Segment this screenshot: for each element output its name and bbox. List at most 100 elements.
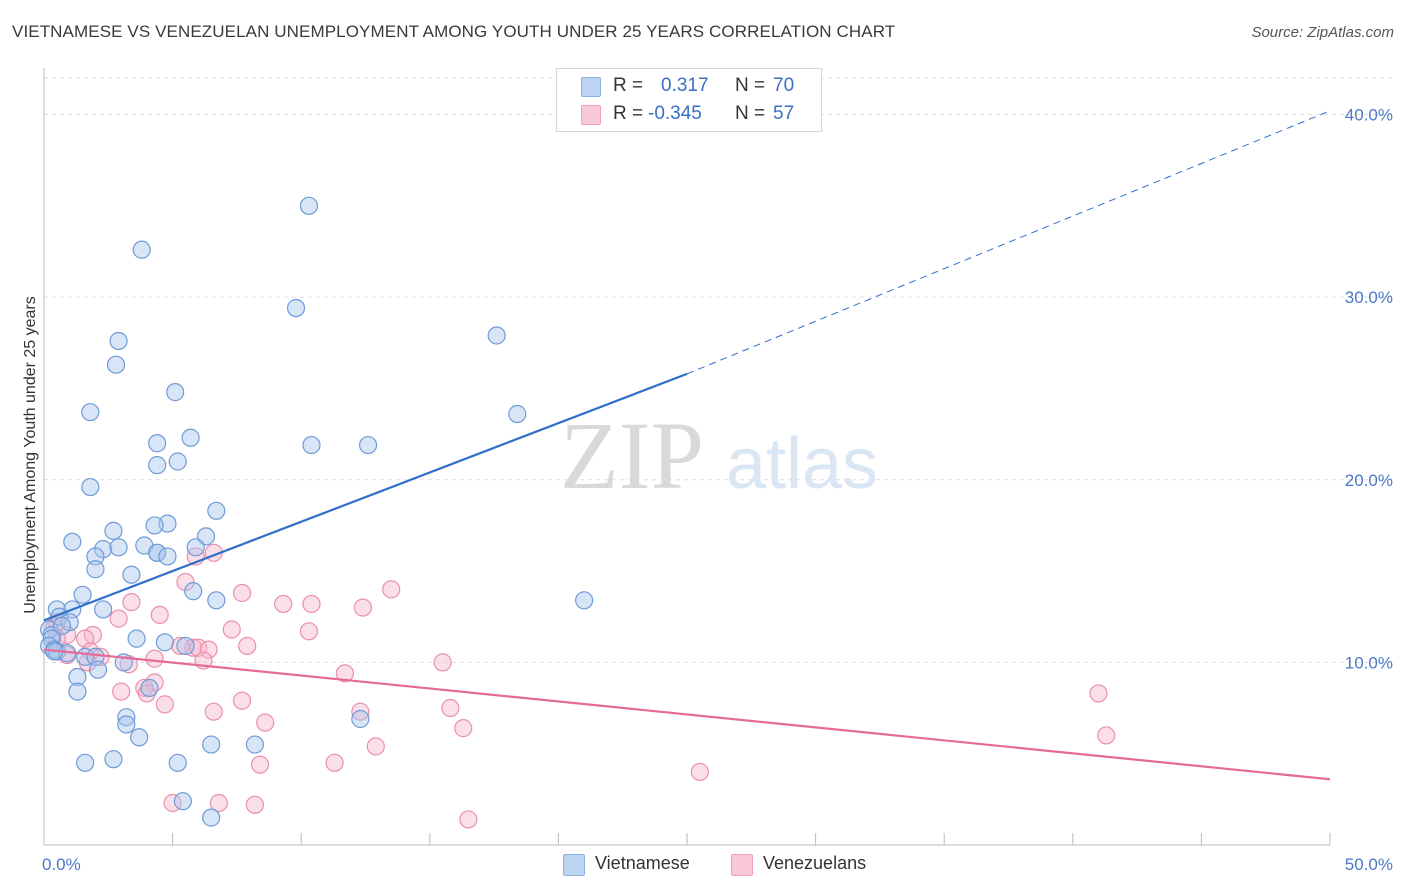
venezuelans-point [325,753,344,772]
venezuelans-point [171,636,190,656]
venezuelans-point [353,598,373,617]
venezuelans-trend-line [43,648,1331,781]
vietnamese-point [299,196,319,215]
vietnamese-point [207,591,226,610]
venezuelans-point [155,695,174,714]
legend-r-label: R = [613,75,644,96]
vietnamese-point [127,629,146,648]
vietnamese-point [181,428,200,447]
vietnamese-point [186,538,205,557]
vietnamese-point [184,582,203,601]
vietnamese-point [68,682,87,701]
venezuelans-point [299,622,319,641]
vietnamese-point [109,331,128,351]
vietnamese-point [109,538,128,557]
tick-labels: 10.0% 20.0% 30.0% 40.0% 0.0% 50.0% [42,106,1393,874]
vietnamese-point [130,728,149,747]
venezuelans-point [1097,726,1116,745]
y-tick-label: 10.0% [1345,653,1393,672]
vietnamese-point [86,560,105,579]
grid-lines [44,77,1392,663]
vietnamese-point [245,735,265,754]
venezuelans-point [1089,684,1108,703]
vietnamese-point [487,326,506,345]
legend-label-venezuelans: Venezuelans [763,853,867,873]
venezuelans-point [232,583,252,603]
axes [43,68,1331,846]
venezuelans-point [256,713,275,732]
vietnamese-points [40,196,594,827]
venezuelans-points [45,543,1116,829]
watermark-zip: ZIP [560,402,704,509]
venezuelans-point [199,640,218,659]
legend-n-label: N = [735,103,766,124]
vietnamese-trend-line [43,372,688,622]
vietnamese-point [286,299,306,318]
legend-swatch-venezuelans [731,854,753,876]
venezuelans-point [209,793,228,813]
legend-n-value: 70 [773,75,795,96]
venezuelans-point [433,653,452,672]
vietnamese-point [148,434,167,453]
venezuelans-point [176,572,195,592]
vietnamese-point [158,547,177,566]
vietnamese-point [86,547,105,566]
vietnamese-point [168,753,187,772]
vietnamese-point [358,435,378,455]
vietnamese-point [145,516,164,535]
legend-swatch-venezuelans [581,105,601,125]
venezuelans-point [204,702,223,721]
legend-r-value: -0.345 [648,103,702,124]
vietnamese-point [207,501,226,520]
vietnamese-point [104,750,123,769]
venezuelans-point [245,795,265,814]
venezuelans-point [382,580,401,599]
vietnamese-point [122,565,141,584]
venezuelans-point [454,719,473,738]
x-tick-label: 50.0% [1345,855,1393,874]
vietnamese-trend-extension [686,110,1331,375]
vietnamese-point [88,660,108,679]
vietnamese-point [68,667,87,687]
vietnamese-point [173,792,192,811]
venezuelans-point [250,755,270,774]
venezuelans-point [112,682,131,701]
vietnamese-point [104,521,123,540]
vietnamese-point [155,633,174,652]
vietnamese-point [76,753,95,772]
venezuelans-point [150,605,169,625]
vietnamese-point [140,678,159,698]
venezuelans-point [122,593,141,612]
legend-r-label: R = [613,103,644,124]
vietnamese-point [81,403,100,422]
venezuelans-point [238,636,257,656]
vietnamese-point [117,708,136,727]
legend-row-venezuelans: R = -0.345 N = 57 [557,101,821,129]
venezuelans-point [109,609,128,628]
vietnamese-point [148,456,167,475]
x-tick-label: 0.0% [42,855,81,874]
vietnamese-point [94,600,113,619]
venezuelans-point [335,664,355,683]
venezuelans-point [274,594,293,614]
vietnamese-point [176,636,195,656]
y-tick-label: 20.0% [1345,471,1393,490]
legend-swatch-vietnamese [563,854,585,876]
vietnamese-point [106,355,126,374]
legend-r-value: 0.317 [661,75,709,96]
vietnamese-point [351,709,370,729]
venezuelans-point [366,737,385,756]
venezuelans-point [145,649,164,668]
vietnamese-point [52,616,72,635]
legend-n-label: N = [735,75,766,96]
y-tick-label: 30.0% [1345,288,1393,307]
venezuelans-point [441,698,460,718]
legend-row-vietnamese: R = 0.317 N = 70 [557,73,821,101]
venezuelans-point [351,702,370,721]
venezuelans-point [302,594,321,614]
legend-label-vietnamese: Vietnamese [595,853,690,873]
vietnamese-point [202,808,221,827]
venezuelans-point [459,810,478,829]
watermark: ZIP atlas [560,402,878,509]
